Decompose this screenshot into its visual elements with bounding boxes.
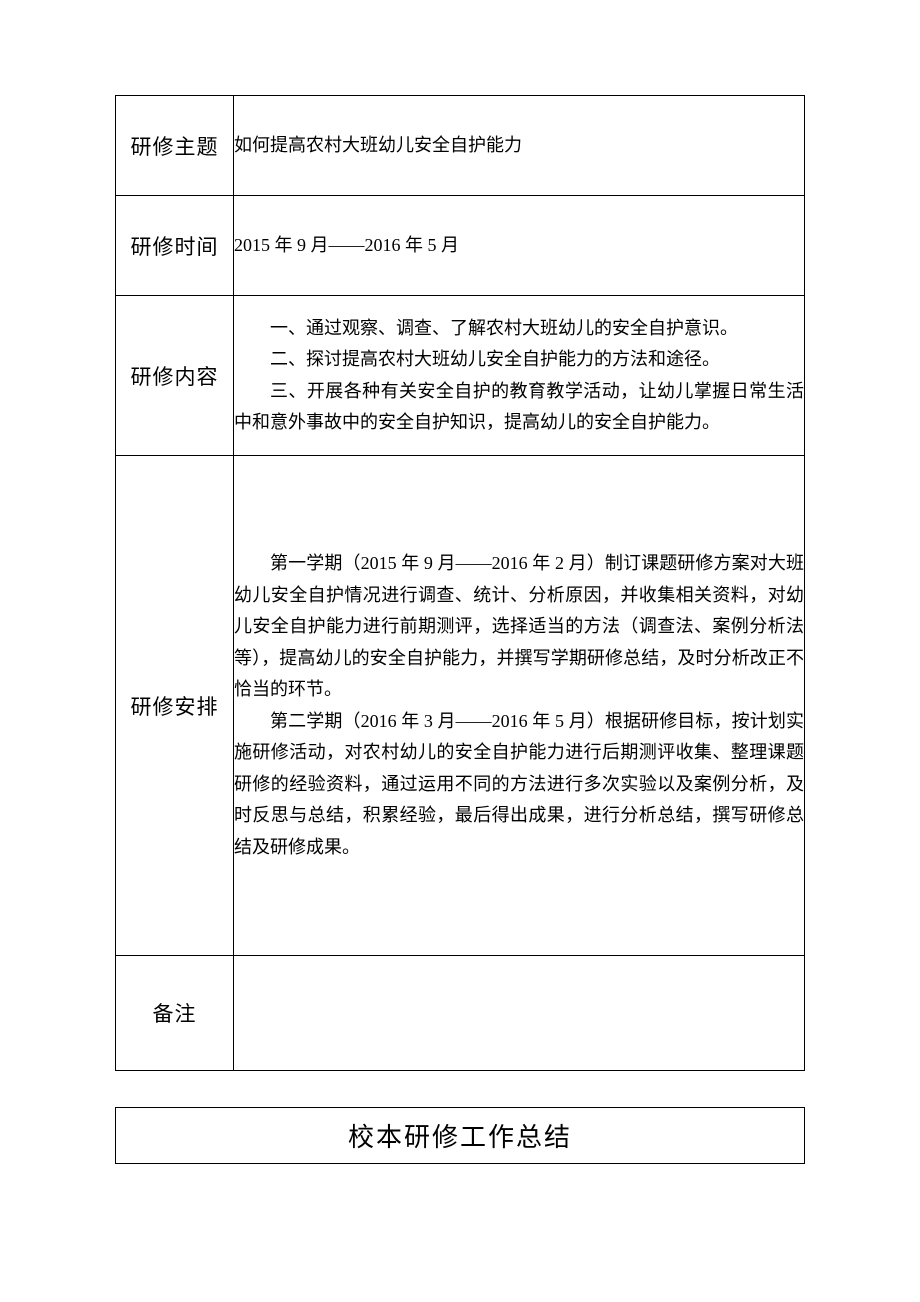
row-note: 备注 <box>116 956 805 1071</box>
research-plan-table: 研修主题 如何提高农村大班幼儿安全自护能力 研修时间 2015 年 9 月——2… <box>115 95 805 1071</box>
value-time: 2015 年 9 月——2016 年 5 月 <box>234 196 805 296</box>
summary-title: 校本研修工作总结 <box>116 1108 805 1164</box>
label-theme: 研修主题 <box>116 96 234 196</box>
summary-title-box: 校本研修工作总结 <box>115 1107 805 1164</box>
value-arrange: 第一学期（2015 年 9 月——2016 年 2 月）制订课题研修方案对大班幼… <box>234 456 805 956</box>
document-page: 研修主题 如何提高农村大班幼儿安全自护能力 研修时间 2015 年 9 月——2… <box>0 0 920 1164</box>
label-content: 研修内容 <box>116 296 234 456</box>
label-time: 研修时间 <box>116 196 234 296</box>
value-theme: 如何提高农村大班幼儿安全自护能力 <box>234 96 805 196</box>
arrange-para-1: 第一学期（2015 年 9 月——2016 年 2 月）制订课题研修方案对大班幼… <box>234 548 804 706</box>
arrange-para-2: 第二学期（2016 年 3 月——2016 年 5 月）根据研修目标，按计划实施… <box>234 706 804 864</box>
value-note <box>234 956 805 1071</box>
content-line-2: 二、探讨提高农村大班幼儿安全自护能力的方法和途径。 <box>234 344 804 376</box>
label-note: 备注 <box>116 956 234 1071</box>
row-time: 研修时间 2015 年 9 月——2016 年 5 月 <box>116 196 805 296</box>
value-content: 一、通过观察、调查、了解农村大班幼儿的安全自护意识。 二、探讨提高农村大班幼儿安… <box>234 296 805 456</box>
row-theme: 研修主题 如何提高农村大班幼儿安全自护能力 <box>116 96 805 196</box>
row-arrange: 研修安排 第一学期（2015 年 9 月——2016 年 2 月）制订课题研修方… <box>116 456 805 956</box>
row-content: 研修内容 一、通过观察、调查、了解农村大班幼儿的安全自护意识。 二、探讨提高农村… <box>116 296 805 456</box>
content-line-3: 三、开展各种有关安全自护的教育教学活动，让幼儿掌握日常生活中和意外事故中的安全自… <box>234 376 804 439</box>
content-line-1: 一、通过观察、调查、了解农村大班幼儿的安全自护意识。 <box>234 313 804 345</box>
label-arrange: 研修安排 <box>116 456 234 956</box>
